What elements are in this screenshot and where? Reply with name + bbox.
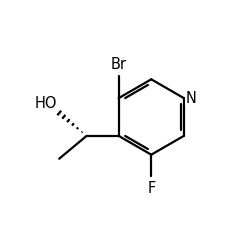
Text: Br: Br — [111, 57, 127, 72]
Text: HO: HO — [34, 96, 57, 111]
Text: N: N — [186, 91, 197, 106]
Text: F: F — [147, 181, 156, 196]
